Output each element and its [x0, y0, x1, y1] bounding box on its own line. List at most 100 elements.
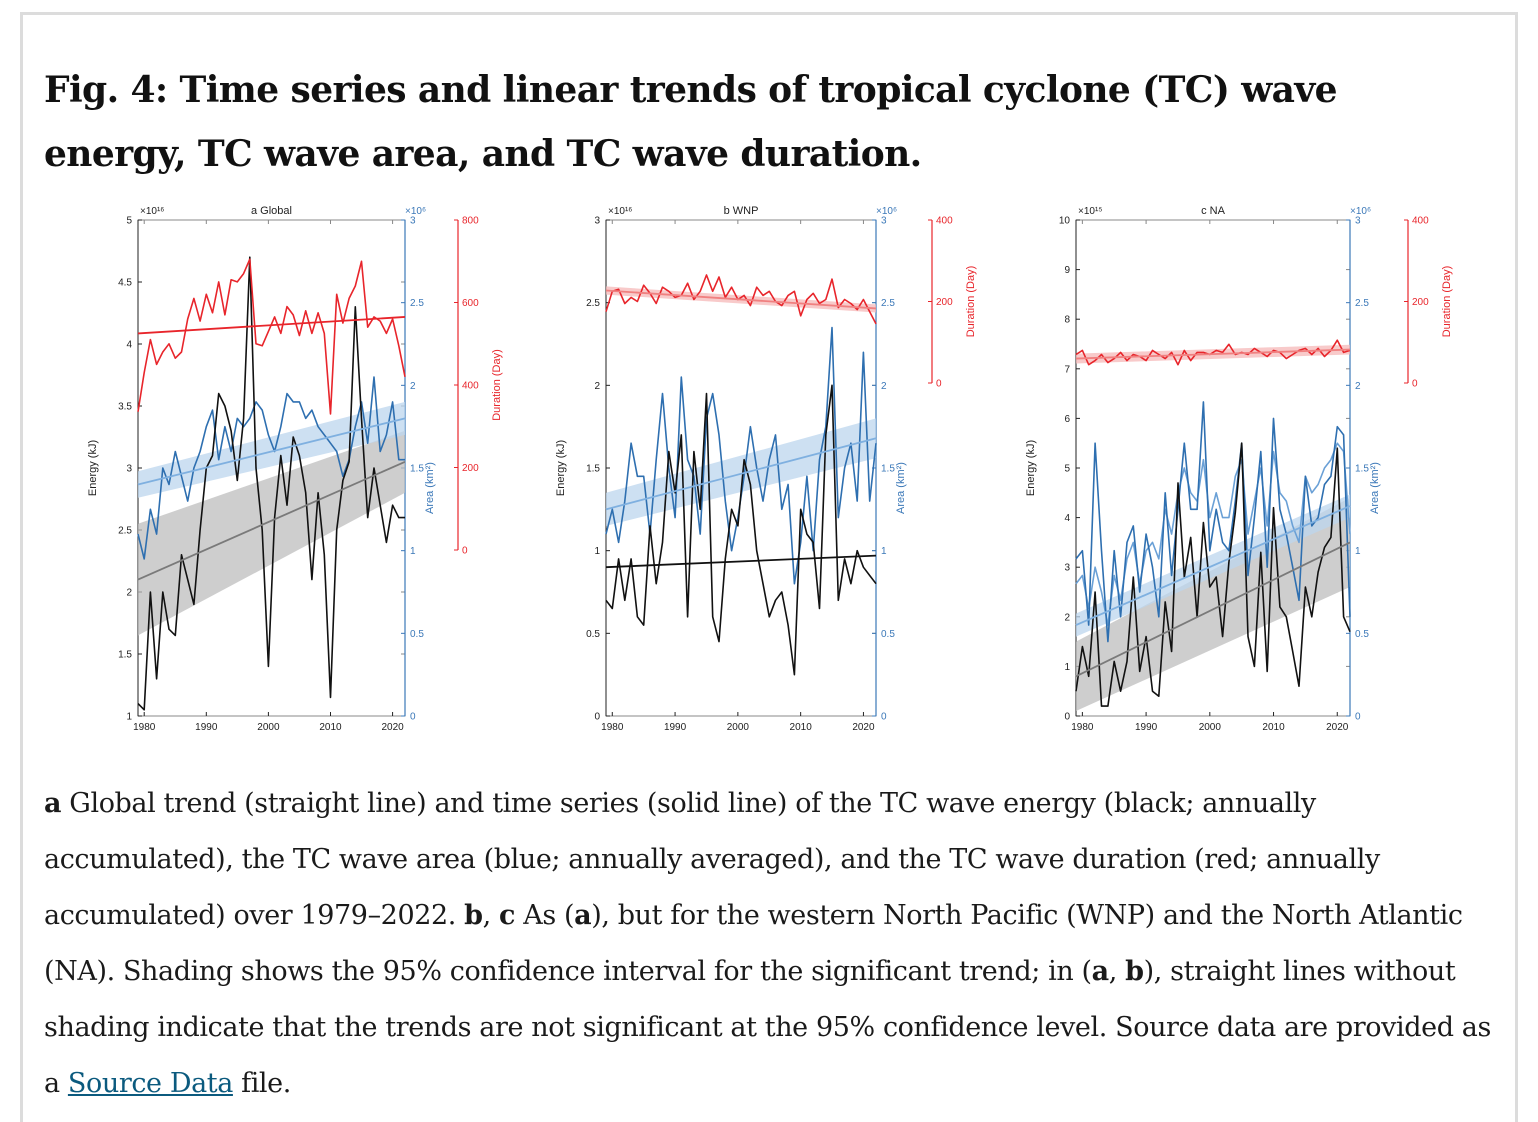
area-exponent: ×10⁶ [876, 206, 897, 217]
energy-tick-label: 3 [1064, 563, 1070, 574]
duration-tick-label: 0 [462, 546, 468, 557]
area-axis-label: Area (km²) [895, 462, 907, 514]
area-tick-label: 1 [1355, 546, 1361, 557]
duration-axis-label: Duration (Day) [491, 349, 503, 421]
area-exponent: ×10⁶ [405, 206, 426, 217]
caption-panel-ref: a [44, 788, 62, 819]
energy-tick-label: 2.5 [118, 526, 132, 537]
x-tick-label: 2010 [790, 722, 813, 733]
energy-tick-label: 10 [1059, 216, 1071, 227]
panel-title: c NA [1201, 205, 1226, 217]
area-trend-line [1075, 505, 1351, 626]
energy-exponent: ×10¹⁶ [140, 206, 164, 217]
area-exponent: ×10⁶ [1350, 206, 1371, 217]
energy-tick-label: 8 [1064, 315, 1070, 326]
energy-exponent: ×10¹⁵ [1078, 206, 1102, 217]
area-trend-line [137, 417, 406, 486]
caption-panel-ref: b [1125, 956, 1144, 987]
area-tick-label: 2 [1355, 381, 1361, 392]
area-trend-line [605, 437, 877, 511]
caption-text: ), straight lines without shading indica… [44, 956, 1491, 1099]
x-tick-label: 2000 [727, 722, 750, 733]
energy-series-line [137, 256, 405, 711]
energy-tick-label: 4.5 [118, 278, 132, 289]
area-tick-label: 0.5 [881, 629, 895, 640]
energy-tick-label: 3 [594, 216, 600, 227]
area-tick-label: 1.5 [881, 464, 895, 475]
energy-tick-label: 0.5 [586, 629, 600, 640]
energy-tick-label: 4 [1064, 513, 1070, 524]
duration-tick-label: 0 [1412, 379, 1418, 390]
energy-tick-label: 1 [594, 546, 600, 557]
energy-axis-label: Energy (kJ) [87, 440, 99, 496]
caption-text: file. [232, 1068, 291, 1099]
caption-panel-ref: b [464, 900, 483, 931]
duration-tick-label: 400 [1412, 216, 1429, 227]
area-tick-label: 2 [410, 381, 416, 392]
caption-text: As ( [515, 900, 575, 931]
area-tick-label: 3 [881, 216, 887, 227]
caption-panel-ref: a [1091, 956, 1110, 987]
figure-caption: a Global trend (straight line) and time … [44, 776, 1494, 1112]
caption-text: , [1108, 956, 1126, 987]
x-tick-label: 2000 [1199, 722, 1222, 733]
duration-series-line [1075, 339, 1351, 366]
energy-tick-label: 7 [1064, 364, 1070, 375]
energy-series-line [1075, 442, 1351, 707]
x-tick-label: 1980 [601, 722, 624, 733]
energy-tick-label: 1.5 [586, 464, 600, 475]
duration-trend-line [1075, 348, 1351, 360]
energy-tick-label: 5 [126, 216, 132, 227]
duration-tick-label: 200 [1412, 297, 1429, 308]
panel-title: a Global [251, 205, 292, 217]
energy-tick-label: 1 [126, 712, 132, 723]
area-tick-label: 1.5 [1355, 464, 1369, 475]
area-tick-label: 0 [410, 712, 416, 723]
duration-axis-label: Duration (Day) [965, 266, 977, 338]
x-tick-label: 2020 [381, 722, 404, 733]
duration-tick-label: 0 [936, 379, 942, 390]
duration-tick-label: 200 [936, 297, 953, 308]
duration-trend-line [137, 316, 406, 335]
energy-tick-label: 1 [1064, 662, 1070, 673]
energy-axis-label: Energy (kJ) [555, 440, 567, 496]
energy-confidence-band [1076, 497, 1350, 712]
duration-trend-line [605, 289, 877, 310]
figure-charts: 1 1.5 2 2.5 3 3.5 4 4.5 5 ×10¹⁶ Energy (kJ) 1980 199… [87, 205, 1453, 733]
area-confidence-band [138, 401, 405, 498]
source-data-link[interactable]: Source Data [67, 1068, 233, 1099]
caption-panel-ref: a [574, 900, 592, 931]
x-tick-label: 2010 [319, 722, 342, 733]
energy-tick-label: 1.5 [118, 650, 132, 661]
area-tick-label: 2 [881, 381, 887, 392]
x-tick-label: 1990 [195, 722, 218, 733]
area-tick-label: 2.5 [881, 298, 895, 309]
energy-confidence-band [138, 430, 405, 636]
energy-tick-label: 3 [126, 464, 132, 475]
duration-tick-label: 600 [462, 298, 479, 309]
area-tick-label: 3 [410, 216, 416, 227]
duration-tick-label: 400 [936, 216, 953, 227]
area-tick-label: 1.5 [410, 464, 424, 475]
energy-trend-line [1075, 541, 1351, 678]
area-tick-label: 0 [1355, 712, 1361, 723]
energy-tick-label: 3.5 [118, 402, 132, 413]
area-tick-label: 0.5 [1355, 629, 1369, 640]
x-tick-label: 1990 [664, 722, 687, 733]
area-axis-label: Area (km²) [1369, 462, 1381, 514]
area-tick-label: 3 [1355, 216, 1361, 227]
x-tick-label: 2020 [852, 722, 875, 733]
area-tick-label: 1 [881, 546, 887, 557]
caption-text: Global trend (straight line) and time se… [44, 788, 1380, 931]
x-tick-label: 2010 [1262, 722, 1285, 733]
energy-series-line [605, 384, 877, 676]
duration-axis-label: Duration (Day) [1441, 266, 1453, 338]
area-axis-label: Area (km²) [424, 462, 436, 514]
energy-tick-label: 4 [126, 340, 132, 351]
area-tick-label: 1 [410, 546, 416, 557]
energy-tick-label: 0 [1064, 712, 1070, 723]
energy-tick-label: 6 [1064, 414, 1070, 425]
energy-tick-label: 5 [1064, 464, 1070, 475]
energy-axis-label: Energy (kJ) [1025, 440, 1037, 496]
duration-tick-label: 800 [462, 216, 479, 227]
